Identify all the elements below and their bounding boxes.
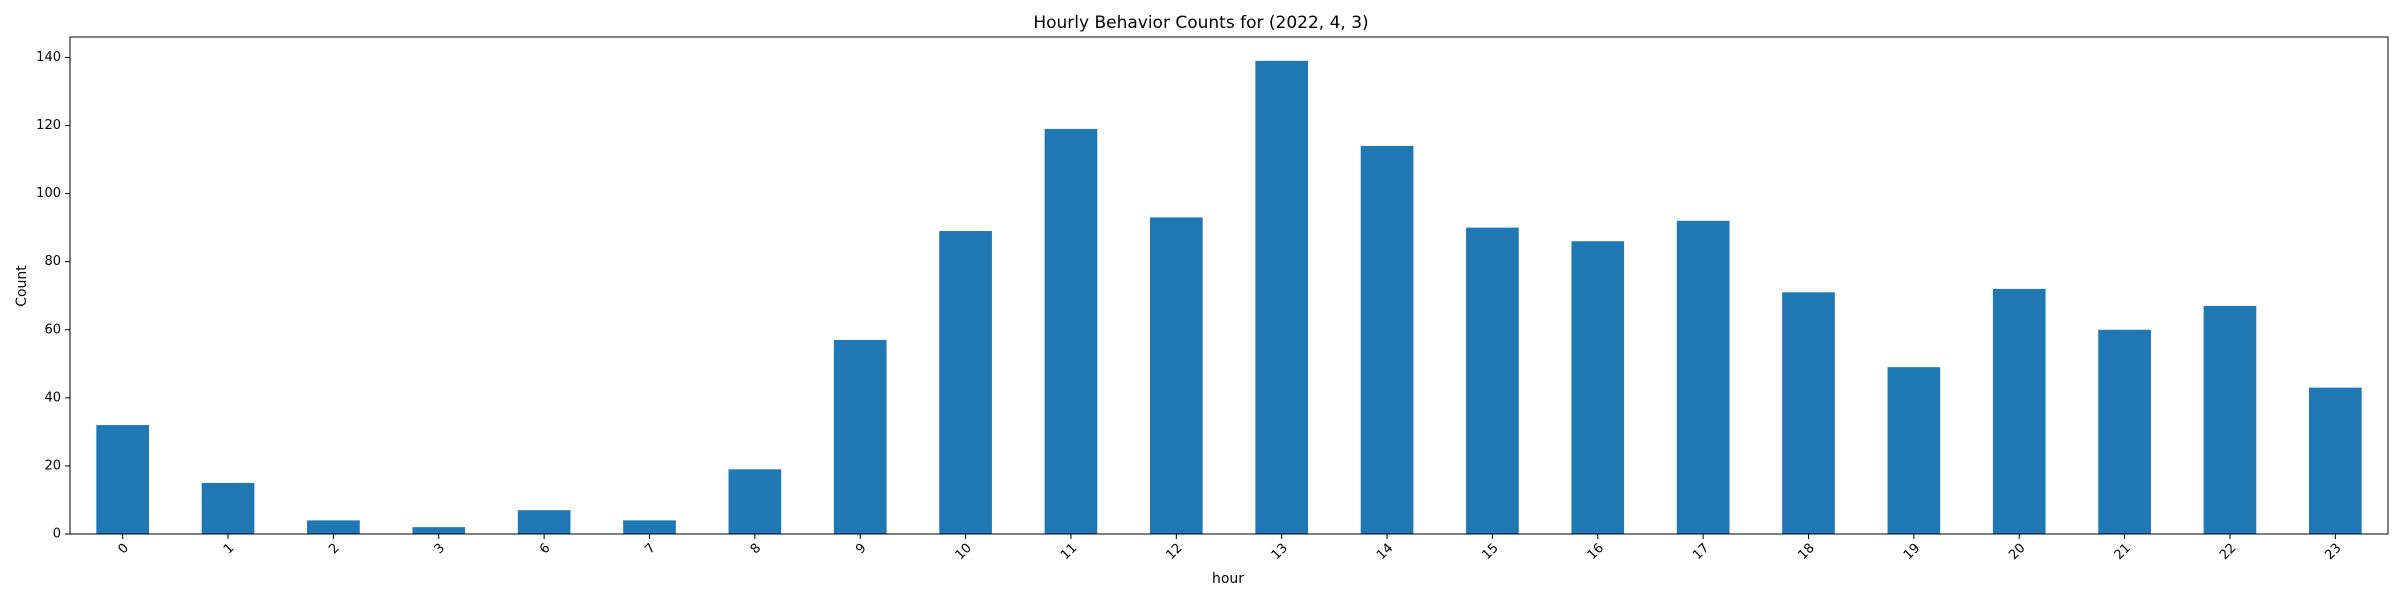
bar-3 [412,527,466,534]
bar-23 [2308,387,2362,534]
bar-1 [201,482,255,534]
x-tick-label-10: 10 [953,541,975,563]
bar-15 [1466,227,1519,535]
y-tick-label-120: 120 [36,118,61,133]
y-axis-label: Count [14,265,30,307]
x-tick-label-22: 22 [2217,541,2239,563]
x-tick-label-19: 19 [1901,541,1923,563]
bar-9 [833,339,887,534]
plot-frame [69,36,2389,535]
x-tick-label-18: 18 [1795,541,1817,563]
y-tick-label-60: 60 [44,322,61,337]
x-tick-label-20: 20 [2006,541,2028,563]
bar-17 [1676,220,1730,535]
y-tick-label-20: 20 [44,458,61,473]
bar-21 [2098,329,2151,534]
x-tick-label-2: 2 [326,541,342,557]
x-tick-label-7: 7 [642,541,658,557]
bar-22 [2203,305,2257,534]
bar-13 [1255,60,1309,534]
x-tick-label-15: 15 [1479,541,1501,563]
x-axis: 0 1 2 3 6 7 8 9 10 11 12 13 14 15 16 17 18 19 20 21 22 23 [116,534,2345,563]
bar-0 [96,425,150,534]
chart-title: Hourly Behavior Counts for (2022, 4, 3) [1033,13,1368,33]
x-axis-label: hour [1212,571,1244,587]
bar-12 [1149,217,1203,535]
x-tick-label-23: 23 [2322,541,2344,563]
bar-6 [517,510,571,534]
bar-14 [1360,145,1414,534]
x-tick-label-8: 8 [748,541,764,557]
bar-8 [728,469,782,534]
bar-7 [623,520,676,534]
x-tick-label-16: 16 [1585,541,1607,563]
bar-16 [1571,241,1625,534]
x-tick-label-0: 0 [116,541,132,557]
x-tick-label-13: 13 [1269,541,1291,563]
y-axis: 0 20 40 60 80 100 120 140 [36,50,70,542]
bar-11 [1044,128,1098,535]
x-tick-label-11: 11 [1058,541,1080,563]
x-tick-label-14: 14 [1374,541,1396,563]
bar-18 [1782,292,1835,534]
bar-10 [939,231,992,534]
x-tick-label-3: 3 [432,541,448,557]
bar-2 [307,520,360,534]
bar-19 [1887,367,1941,534]
x-tick-label-12: 12 [1163,541,1185,563]
y-tick-label-100: 100 [36,186,61,201]
x-tick-label-1: 1 [221,541,237,557]
y-tick-label-80: 80 [44,254,61,269]
x-tick-label-9: 9 [853,541,869,557]
x-tick-label-21: 21 [2112,541,2134,563]
x-tick-label-17: 17 [1690,541,1712,563]
y-tick-label-0: 0 [53,527,61,542]
y-tick-label-140: 140 [36,50,61,65]
x-tick-label-6: 6 [537,541,553,557]
bars-group [96,60,2362,535]
y-tick-label-40: 40 [44,390,61,405]
bar-20 [1992,288,2046,534]
